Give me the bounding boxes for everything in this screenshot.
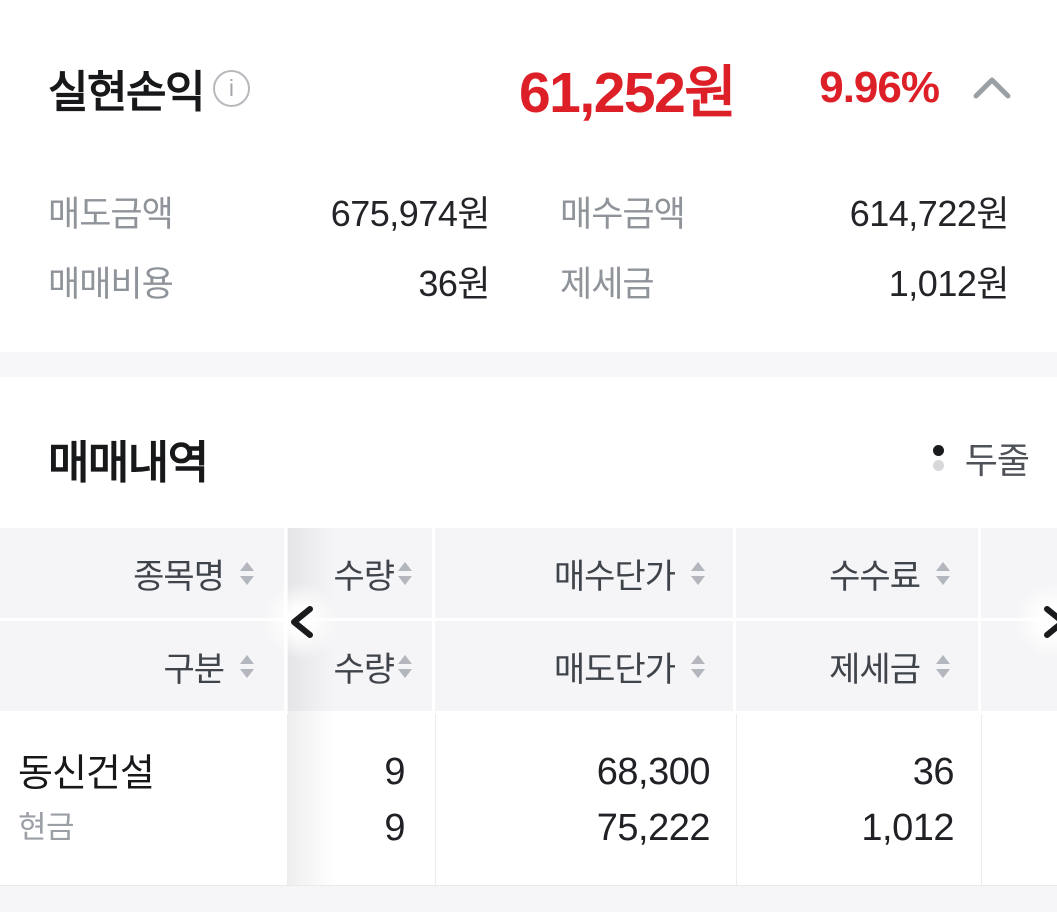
- header-cell-sell-price[interactable]: 매도단가: [435, 621, 736, 714]
- realized-profit-percent: 9.96%: [819, 63, 940, 112]
- realized-pnl-section: 실현손익 i 61,252원 9.96% 매도금액 675,974원 매수금액: [0, 56, 1057, 316]
- sort-icon: [240, 654, 254, 678]
- cell-unit-price: 68,300 75,222: [435, 714, 736, 885]
- buy-amount-pair: 매수금액 614,722원: [560, 185, 1010, 237]
- sort-icon: [240, 561, 254, 585]
- buy-unit-price: 68,300: [596, 750, 711, 793]
- trading-cost-value: 36원: [418, 263, 490, 304]
- sell-amount-label: 매도금액: [48, 194, 174, 234]
- buy-amount-value: 614,722원: [849, 193, 1010, 234]
- trade-history-section: 매매내역 두줄 종목명 수량: [0, 435, 1057, 912]
- chevron-up-icon: [972, 75, 1012, 101]
- page-title: 실현손익: [48, 68, 205, 117]
- header-cell-stock-name[interactable]: 종목명: [0, 528, 287, 621]
- info-icon[interactable]: i: [212, 69, 250, 107]
- header-cell-fee[interactable]: 수수료: [736, 528, 981, 621]
- trading-cost-pair: 매매비용 36원: [48, 255, 490, 307]
- header-label: 수량: [333, 557, 395, 596]
- header-label: 매수단가: [553, 557, 676, 596]
- header-cell-tax[interactable]: 제세금: [736, 621, 981, 714]
- sell-amount-pair: 매도금액 675,974원: [48, 185, 491, 237]
- summary-row-2: 매매비용 36원 제세금 1,012원: [48, 246, 1010, 316]
- sell-quantity: 9: [384, 806, 405, 849]
- sort-icon: [936, 561, 950, 585]
- scroll-right-button[interactable]: [1043, 605, 1057, 639]
- sort-icon: [398, 654, 412, 678]
- trade-history-title: 매매내역: [48, 436, 209, 488]
- header-cell-buy-price[interactable]: 매수단가: [435, 528, 736, 621]
- chevron-right-icon: [1043, 605, 1057, 639]
- header-cell-sell-qty[interactable]: 수량: [287, 621, 435, 714]
- two-line-dots-icon: [932, 445, 944, 471]
- trading-cost-label: 매매비용: [48, 264, 174, 304]
- header-label: 수수료: [829, 557, 921, 596]
- scroll-left-button[interactable]: [288, 605, 314, 639]
- sell-amount-value: 675,974원: [330, 193, 491, 234]
- cell-fee-tax: 36 1,012: [736, 714, 981, 885]
- taxes-value: 1,012원: [888, 263, 1010, 304]
- trade-history-header: 매매내역 두줄: [48, 432, 1030, 488]
- fee-value: 36: [912, 750, 955, 793]
- sort-icon: [691, 561, 705, 585]
- header-label: 제세금: [829, 650, 921, 689]
- two-line-toggle-label: 두줄: [964, 440, 1030, 481]
- section-divider: [0, 352, 1057, 377]
- header-label: 종목명: [133, 557, 225, 596]
- summary-row-1: 매도금액 675,974원 매수금액 614,722원: [48, 176, 1010, 246]
- header-label: 구분: [163, 650, 225, 689]
- realized-profit-amount: 61,252원: [518, 61, 737, 125]
- stock-name: 동신건설: [18, 752, 155, 795]
- sort-icon: [398, 561, 412, 585]
- table-row[interactable]: 동신건설 현금 9 9 68,300 75,222 36 1,012: [0, 714, 1057, 886]
- table-header-row-1: 종목명 수량 매수단가 수수료: [0, 528, 1057, 621]
- summary-grid: 매도금액 675,974원 매수금액 614,722원 매매비용 36원 제세금…: [48, 176, 1010, 316]
- tax-value: 1,012: [861, 806, 954, 849]
- table-header-row-2: 구분 수량 매도단가 제세금: [0, 621, 1057, 714]
- cell-extra: [981, 714, 1057, 885]
- taxes-pair: 제세금 1,012원: [560, 255, 1010, 307]
- cell-stock-name: 동신건설 현금: [0, 714, 287, 885]
- two-line-view-toggle[interactable]: 두줄: [932, 432, 1030, 484]
- table-footer-band: [0, 886, 1057, 912]
- sell-unit-price: 75,222: [596, 806, 711, 849]
- trade-type: 현금: [18, 809, 75, 845]
- trade-table: 종목명 수량 매수단가 수수료: [0, 528, 1057, 886]
- header-cell-trade-type[interactable]: 구분: [0, 621, 287, 714]
- sort-icon: [691, 654, 705, 678]
- cell-quantity: 9 9: [287, 714, 435, 885]
- buy-amount-label: 매수금액: [560, 194, 686, 234]
- chevron-left-icon: [288, 605, 314, 639]
- buy-quantity: 9: [384, 750, 405, 793]
- collapse-section-button[interactable]: [972, 75, 1012, 101]
- summary-header: 실현손익 i 61,252원 9.96%: [48, 56, 1012, 125]
- header-label: 수량: [333, 650, 395, 689]
- sort-icon: [936, 654, 950, 678]
- header-label: 매도단가: [553, 650, 676, 689]
- taxes-label: 제세금: [560, 264, 655, 304]
